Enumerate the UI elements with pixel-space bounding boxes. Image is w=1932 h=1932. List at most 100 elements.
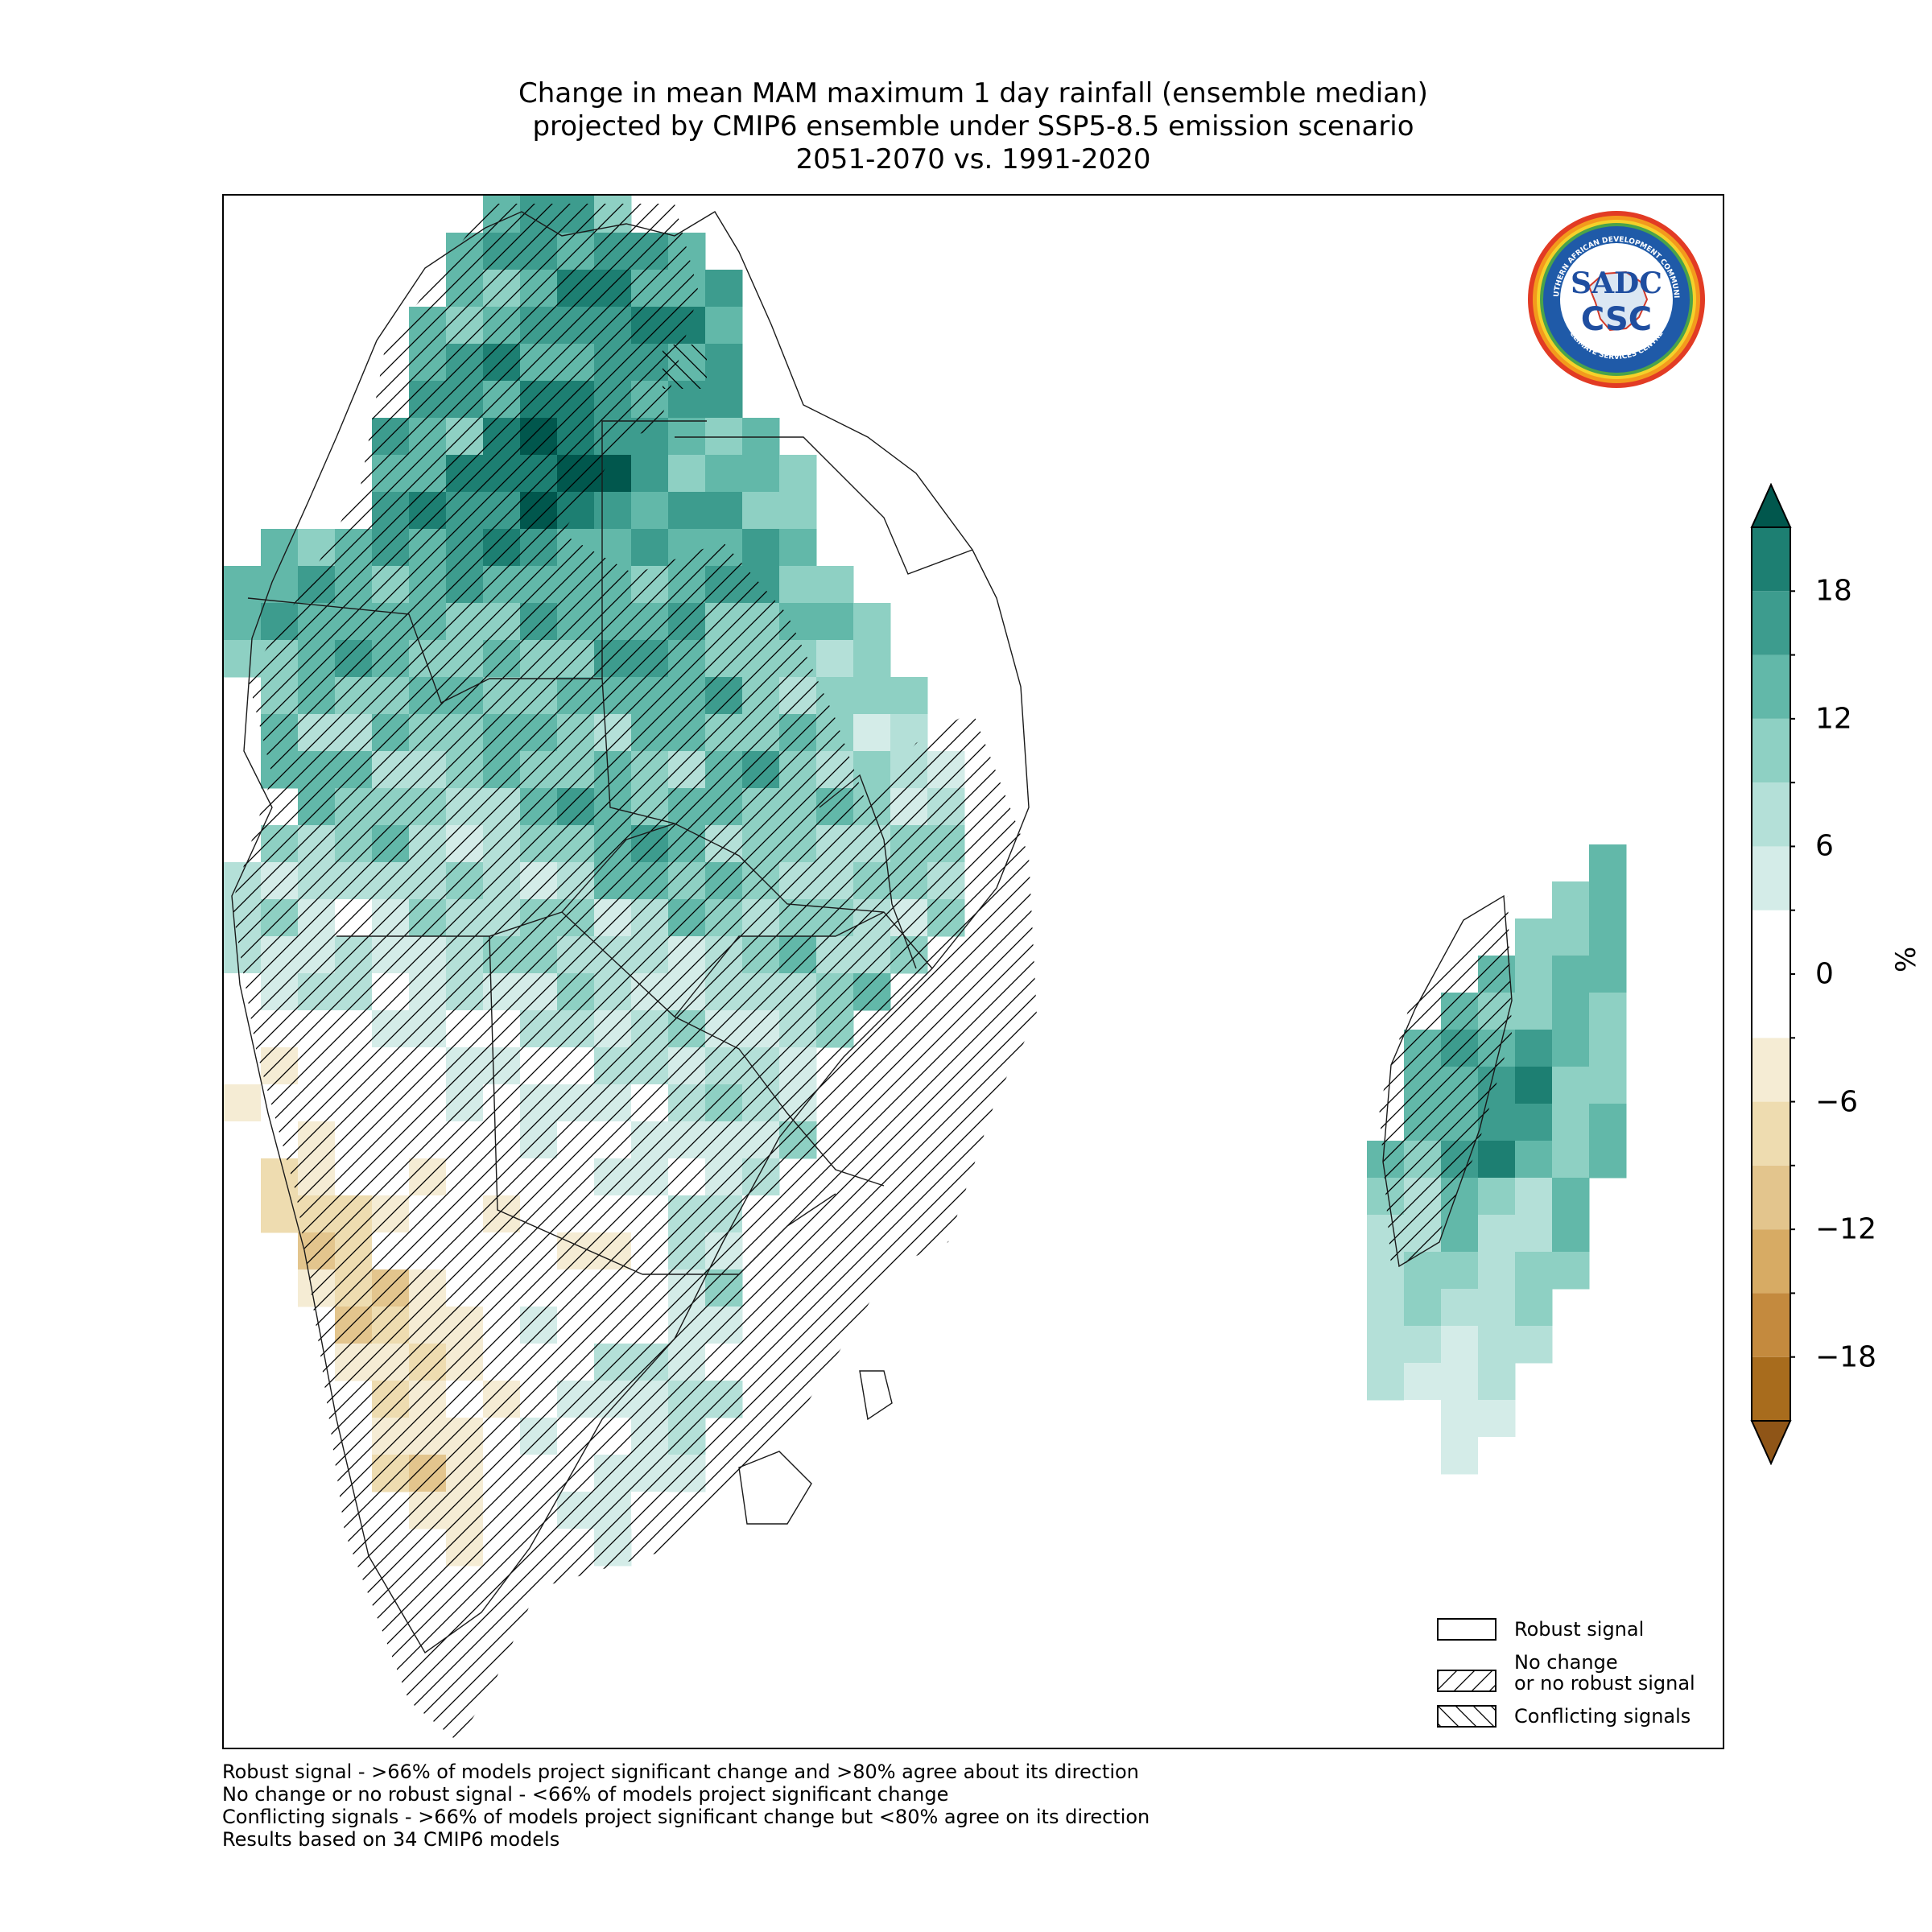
grid-cell — [1589, 1067, 1627, 1104]
colorbar-tick-label: −6 — [1815, 1085, 1859, 1119]
grid-cell — [1478, 1437, 1516, 1475]
legend-label-no-change-1: No change — [1514, 1651, 1618, 1674]
grid-cell — [1552, 1252, 1590, 1290]
grid-cell — [1552, 919, 1590, 956]
grid-cell — [1552, 1030, 1590, 1067]
grid-cell — [1441, 1289, 1479, 1327]
grid-cell — [1404, 1400, 1442, 1438]
grid-cell — [1515, 956, 1553, 993]
grid-cell — [1404, 1289, 1442, 1327]
border-drc-south — [247, 597, 933, 969]
colorbar-segment — [1752, 718, 1790, 783]
legend-swatch-conflicting — [1437, 1705, 1496, 1728]
grid-cell — [1515, 993, 1553, 1030]
grid-cell — [1478, 1141, 1516, 1179]
grid-cell — [1552, 1178, 1590, 1216]
border-eswatini — [859, 1370, 893, 1421]
grid-cell — [1589, 1104, 1627, 1141]
grid-cell — [705, 270, 743, 308]
grid-cell — [1552, 1104, 1590, 1141]
grid-cell — [1441, 1437, 1479, 1475]
grid-cell — [631, 455, 669, 493]
colorbar-tick-label: −12 — [1815, 1212, 1876, 1246]
grid-cell — [1404, 1326, 1442, 1364]
grid-cell — [1478, 1363, 1516, 1401]
grid-cell — [1552, 956, 1590, 993]
border-namibia-botswana — [489, 935, 643, 1275]
grid-cell — [668, 492, 706, 530]
colorbar-segment — [1752, 846, 1790, 910]
title-line-1: Change in mean MAM maximum 1 day rainfal… — [518, 77, 1428, 109]
grid-cell — [1589, 881, 1627, 919]
colorbar-under-extension — [1750, 1420, 1792, 1465]
grid-cell — [1515, 1252, 1553, 1290]
sadc-csc-logo: SADC CSC SOUTHERN AFRICAN DEVELOPMENT CO… — [1523, 204, 1707, 390]
grid-cell — [705, 418, 743, 456]
grid-cell — [742, 529, 780, 567]
grid-cell — [705, 344, 743, 382]
grid-cell — [705, 455, 743, 493]
grid-cell — [1478, 1400, 1516, 1438]
colorbar-over-extension — [1750, 483, 1792, 528]
border-zambia-zimbabwe — [674, 911, 885, 1018]
grid-cell — [853, 751, 891, 789]
grid-cell — [594, 492, 632, 530]
colorbar-tick-label: 0 — [1815, 957, 1834, 991]
grid-cell — [1552, 881, 1590, 919]
legend-swatch-robust — [1437, 1618, 1496, 1641]
grid-cell — [1441, 1363, 1479, 1401]
title-line-2: projected by CMIP6 ensemble under SSP5-8… — [532, 110, 1414, 142]
grid-cell — [705, 307, 743, 345]
colorbar-segment — [1752, 527, 1790, 592]
map-panel — [222, 194, 1724, 1749]
note-robust: Robust signal - >66% of models project s… — [222, 1761, 1139, 1783]
grid-cell — [816, 640, 854, 678]
grid-cell — [1367, 1326, 1405, 1364]
border-lesotho — [738, 1451, 812, 1525]
grid-cell — [853, 603, 891, 641]
border-mainland-coast — [231, 211, 1030, 1654]
hatch-conflicting-region — [663, 345, 707, 389]
legend-label-conflicting: Conflicting signals — [1514, 1705, 1691, 1728]
grid-cell — [1515, 1141, 1553, 1179]
grid-cell — [631, 529, 669, 567]
grid-cell — [224, 603, 262, 641]
grid-cell — [1404, 1363, 1442, 1401]
colorbar-segment — [1752, 1356, 1790, 1421]
grid-cell — [1552, 993, 1590, 1030]
grid-cell — [224, 1121, 262, 1159]
grid-cell — [1589, 1141, 1627, 1179]
title-line-3: 2051-2070 vs. 1991-2020 — [795, 143, 1151, 175]
grid-cell — [779, 566, 817, 604]
grid-cell — [1515, 1178, 1553, 1216]
footnotes: Robust signal - >66% of models project s… — [222, 1761, 1150, 1851]
grid-cell — [705, 381, 743, 419]
grid-cell — [1589, 844, 1627, 882]
grid-cell — [1552, 1067, 1590, 1104]
colorbar-segment — [1752, 782, 1790, 847]
grid-cell — [742, 492, 780, 530]
map-title: Change in mean MAM maximum 1 day rainfal… — [222, 77, 1724, 176]
grid-cell — [1478, 1326, 1516, 1364]
grid-cell — [816, 566, 854, 604]
grid-cell — [224, 1084, 262, 1122]
colorbar-segment — [1752, 910, 1790, 1038]
border-madagascar — [1382, 894, 1513, 1268]
svg-text:CSC: CSC — [1581, 301, 1652, 338]
grid-cell — [631, 492, 669, 530]
colorbar-tick-label: −18 — [1815, 1340, 1876, 1374]
colorbar-tick-label: 18 — [1815, 574, 1852, 608]
note-no-change: No change or no robust signal - <66% of … — [222, 1783, 949, 1806]
grid-cell — [816, 603, 854, 641]
grid-cell — [853, 677, 891, 715]
grid-cell — [1441, 1326, 1479, 1364]
legend-label-no-change-2: or no robust signal — [1514, 1672, 1695, 1695]
country-borders — [231, 211, 1513, 1654]
grid-cell — [1589, 1030, 1627, 1067]
grid-cell — [1552, 1141, 1590, 1179]
note-conflicting: Conflicting signals - >66% of models pro… — [222, 1806, 1150, 1828]
grid-cell — [890, 677, 928, 715]
grid-cell — [224, 566, 262, 604]
grid-cell — [742, 455, 780, 493]
colorbar-tick-label: 6 — [1815, 829, 1834, 863]
